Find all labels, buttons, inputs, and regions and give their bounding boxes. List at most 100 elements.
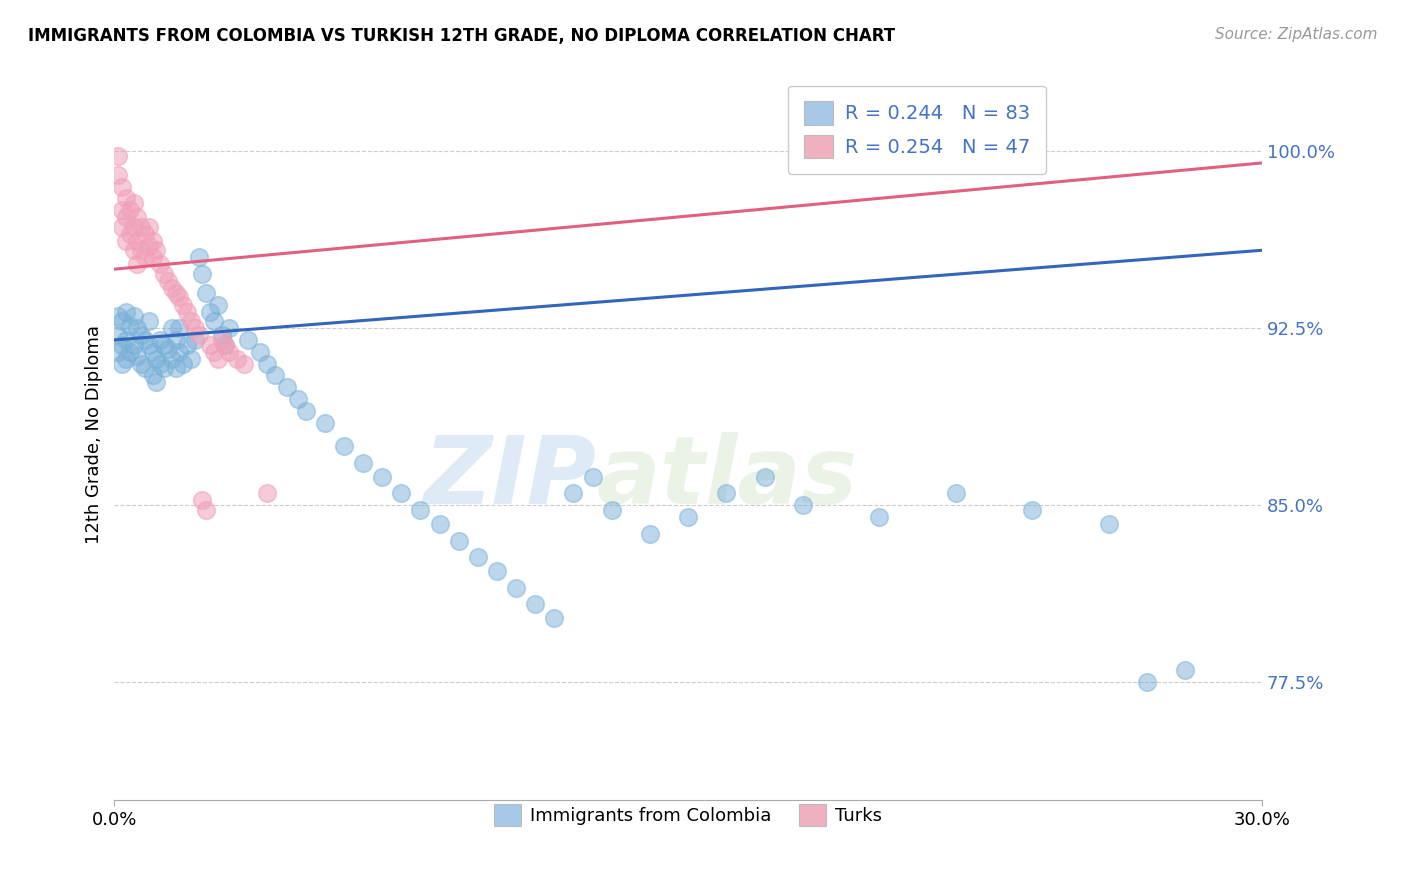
- Point: [115, 191, 138, 205]
- Point: [138, 238, 160, 252]
- Point: [156, 343, 179, 357]
- Point: [111, 203, 134, 218]
- Point: [149, 357, 172, 371]
- Point: [467, 550, 489, 565]
- Point: [447, 533, 470, 548]
- Point: [118, 203, 141, 218]
- Point: [127, 234, 149, 248]
- Point: [180, 351, 202, 366]
- Point: [198, 337, 221, 351]
- Point: [238, 333, 260, 347]
- Point: [129, 357, 152, 371]
- Legend: Immigrants from Colombia, Turks: Immigrants from Colombia, Turks: [485, 795, 891, 835]
- Point: [127, 321, 149, 335]
- Point: [172, 297, 194, 311]
- Point: [107, 328, 129, 343]
- Point: [153, 337, 176, 351]
- Point: [195, 285, 218, 300]
- Text: ZIP: ZIP: [423, 433, 596, 524]
- Point: [111, 314, 134, 328]
- Point: [581, 470, 603, 484]
- Point: [118, 318, 141, 333]
- Point: [156, 274, 179, 288]
- Point: [195, 503, 218, 517]
- Point: [145, 376, 167, 390]
- Point: [107, 168, 129, 182]
- Point: [142, 234, 165, 248]
- Point: [176, 304, 198, 318]
- Point: [129, 219, 152, 234]
- Point: [138, 314, 160, 328]
- Point: [214, 337, 236, 351]
- Point: [145, 351, 167, 366]
- Point: [184, 321, 207, 335]
- Y-axis label: 12th Grade, No Diploma: 12th Grade, No Diploma: [86, 325, 103, 544]
- Point: [214, 337, 236, 351]
- Point: [129, 244, 152, 258]
- Point: [264, 368, 287, 383]
- Point: [1098, 517, 1121, 532]
- Point: [138, 337, 160, 351]
- Point: [233, 357, 256, 371]
- Point: [180, 314, 202, 328]
- Point: [429, 517, 451, 532]
- Point: [145, 244, 167, 258]
- Point: [333, 439, 356, 453]
- Point: [118, 344, 141, 359]
- Point: [172, 357, 194, 371]
- Point: [716, 486, 738, 500]
- Point: [371, 470, 394, 484]
- Point: [169, 344, 191, 359]
- Point: [115, 333, 138, 347]
- Point: [115, 351, 138, 366]
- Point: [945, 486, 967, 500]
- Point: [149, 257, 172, 271]
- Point: [202, 344, 225, 359]
- Point: [792, 498, 814, 512]
- Text: IMMIGRANTS FROM COLOMBIA VS TURKISH 12TH GRADE, NO DIPLOMA CORRELATION CHART: IMMIGRANTS FROM COLOMBIA VS TURKISH 12TH…: [28, 27, 896, 45]
- Point: [160, 281, 183, 295]
- Point: [127, 211, 149, 225]
- Point: [638, 526, 661, 541]
- Point: [107, 310, 129, 324]
- Point: [107, 344, 129, 359]
- Point: [600, 503, 623, 517]
- Point: [142, 344, 165, 359]
- Point: [1174, 664, 1197, 678]
- Point: [118, 227, 141, 241]
- Point: [134, 361, 156, 376]
- Point: [165, 285, 187, 300]
- Point: [184, 333, 207, 347]
- Point: [1021, 503, 1043, 517]
- Point: [218, 344, 240, 359]
- Point: [160, 351, 183, 366]
- Point: [676, 510, 699, 524]
- Point: [524, 597, 547, 611]
- Point: [352, 456, 374, 470]
- Point: [202, 314, 225, 328]
- Point: [249, 344, 271, 359]
- Point: [176, 337, 198, 351]
- Text: atlas: atlas: [596, 433, 858, 524]
- Point: [191, 267, 214, 281]
- Point: [187, 328, 209, 343]
- Point: [207, 297, 229, 311]
- Point: [138, 219, 160, 234]
- Point: [211, 333, 233, 347]
- Point: [160, 321, 183, 335]
- Point: [1136, 675, 1159, 690]
- Point: [129, 328, 152, 343]
- Point: [149, 333, 172, 347]
- Point: [211, 328, 233, 343]
- Point: [505, 581, 527, 595]
- Point: [122, 196, 145, 211]
- Point: [562, 486, 585, 500]
- Point: [165, 333, 187, 347]
- Point: [314, 416, 336, 430]
- Point: [256, 486, 278, 500]
- Point: [142, 251, 165, 265]
- Point: [153, 267, 176, 281]
- Point: [218, 321, 240, 335]
- Point: [111, 357, 134, 371]
- Point: [127, 350, 149, 364]
